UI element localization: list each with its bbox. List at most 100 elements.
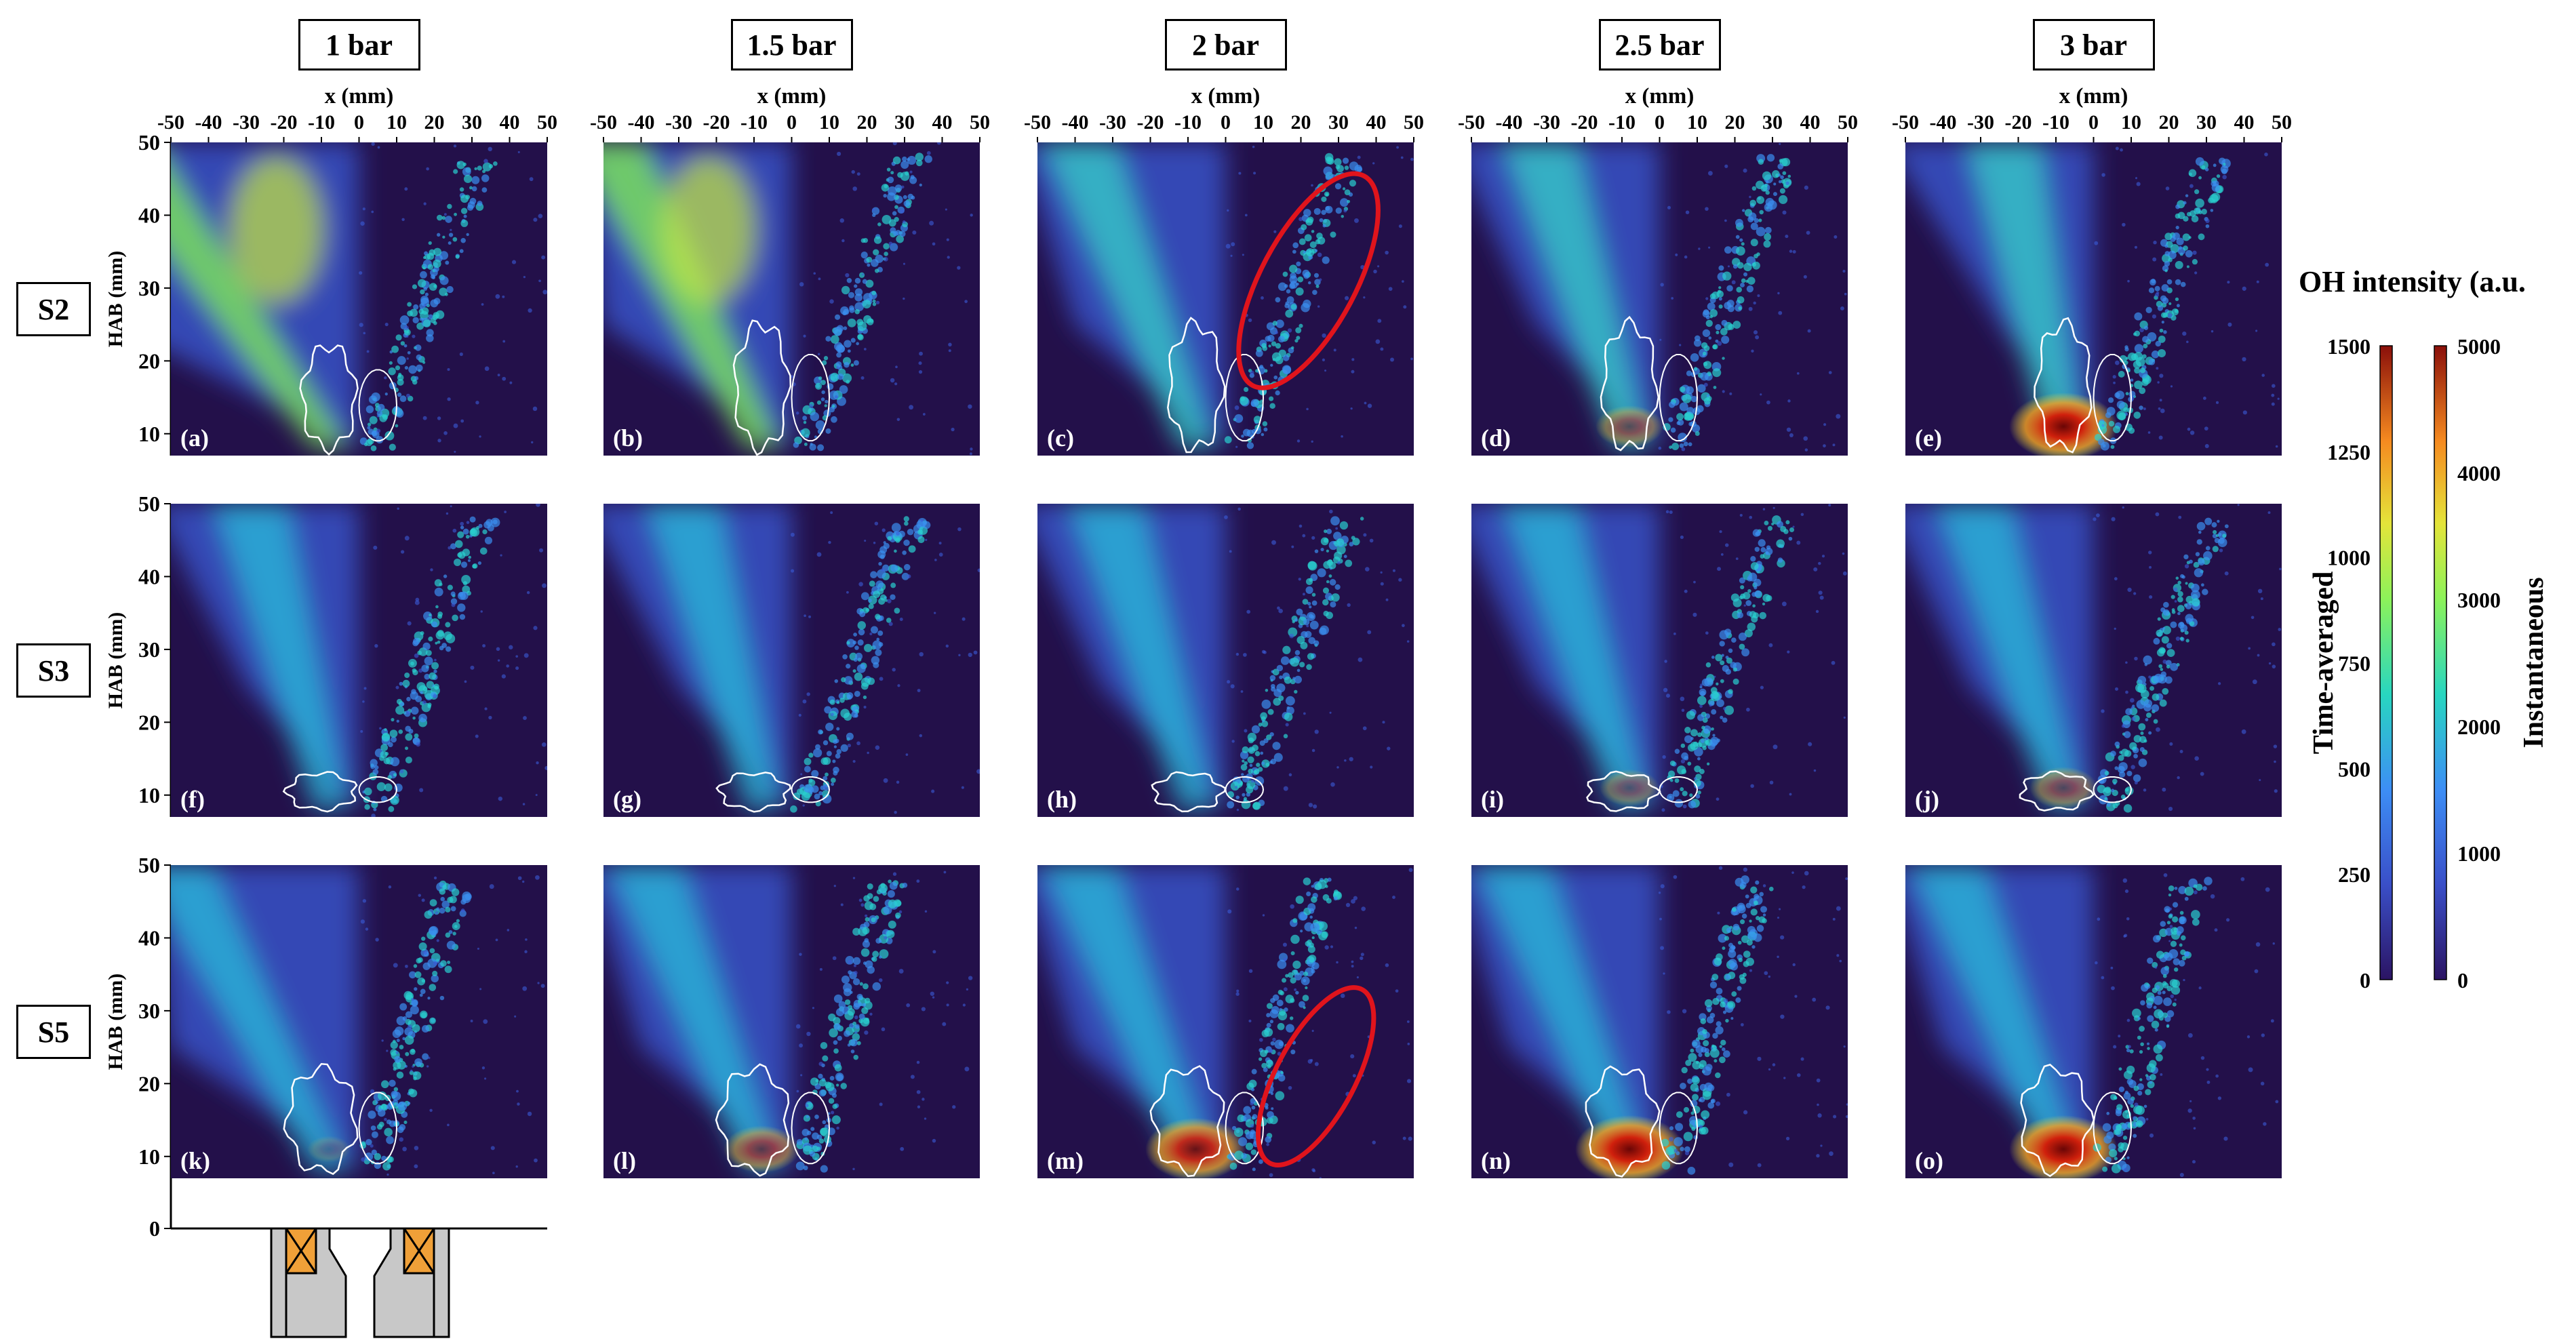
x-tick-label: -40 [195,111,222,134]
colorbar-tick-label: 500 [2338,757,2371,781]
x-tick-label: -10 [1608,111,1636,134]
oh-panel [171,865,547,1178]
hot-zone [1575,1115,1684,1178]
colorbar-tick-label: 5000 [2457,334,2501,359]
flame-contour [1149,1065,1225,1178]
flame-contour [1151,771,1227,813]
colorbar-tick-label: 1000 [2457,841,2501,866]
flame-contour [791,1092,831,1165]
instantaneous-field [1659,504,1847,812]
colorbar-tick-label: 3000 [2457,588,2501,612]
x-tick-label: 20 [1291,111,1311,134]
flame-contour [791,776,831,803]
x-tick-label: 0 [354,111,364,134]
colorbar [2434,345,2447,980]
time-averaged-field [171,504,359,810]
time-averaged-field [1905,504,2094,810]
panel-label: (m) [1047,1147,1084,1174]
oh-panel [603,142,980,456]
nozzle-schematic [270,1227,450,1338]
oh-panel [1905,142,2282,456]
flame-contour [1600,315,1660,452]
x-axis-label: x (mm) [325,84,394,108]
x-tick-label: 20 [1725,111,1745,134]
highlight-ellipse [1256,985,1376,1167]
highlight-ellipse [1236,171,1381,391]
panel-label: (f) [180,786,205,813]
x-tick-label: -10 [308,111,335,134]
flame-contour [1659,354,1699,442]
x-tick-label: 40 [1366,111,1387,134]
y-tick-label: 40 [138,203,160,227]
flame-contour [2093,776,2133,803]
x-tick-label: 40 [2234,111,2255,134]
flame-contour [1225,776,1265,803]
x-tick-label: -50 [1458,111,1485,134]
colorbar-tick-label: 0 [2457,968,2468,993]
oh-panel [1905,504,2282,817]
instantaneous-field [1658,866,1848,1175]
instantaneous-field [790,511,980,814]
time-averaged-field [1037,865,1226,1172]
hot-zone [724,1125,800,1173]
y-tick-label: 10 [138,783,160,807]
x-tick-label: 0 [1221,111,1231,134]
x-tick-label: 30 [894,111,915,134]
colorbar-tick-label: 1500 [2327,334,2371,359]
x-tick-label: -20 [271,111,298,134]
y-tick-label: 10 [138,422,160,446]
time-averaged-field [171,142,359,449]
panel-label: (g) [613,786,641,813]
flame-contour [1585,1065,1661,1178]
x-tick-label: 30 [462,111,482,134]
flame-contour [1225,1092,1265,1165]
x-tick-label: 30 [1762,111,1783,134]
column-header: 1.5 bar [730,19,853,71]
y-axis-label: HAB (mm) [104,974,127,1070]
panel-label: (j) [1915,786,1939,813]
x-tick-label: -40 [1930,111,1957,134]
y-tick-label: 50 [138,130,160,155]
panel-label: (l) [613,1147,636,1174]
x-tick-label: 20 [424,111,445,134]
x-tick-label: 10 [2121,111,2141,134]
colorbar-tick-label: 250 [2338,862,2371,887]
oh-panel [1471,865,1848,1178]
oh-panel [603,504,980,817]
time-averaged-field [603,504,792,810]
x-tick-label: -30 [665,111,692,134]
x-tick-label: -20 [1137,111,1164,134]
y-tick-label: 0 [149,1216,160,1241]
instantaneous-field [359,142,547,453]
x-axis-label: x (mm) [2059,84,2128,108]
colorbar-title: OH intensity (a.u. [2299,265,2526,298]
x-tick-label: -40 [1062,111,1089,134]
panel-label: (d) [1481,424,1511,452]
flame-contour [299,344,359,456]
instantaneous-field [1227,868,1413,1178]
instantaneous-field [795,870,973,1173]
flame-contour [358,776,398,803]
instantaneous-field [790,142,973,456]
oh-panel [171,504,547,817]
row-label: S5 [16,1005,91,1059]
colorbar-tick-label: 1000 [2327,546,2371,570]
x-tick-label: -30 [233,111,260,134]
x-tick-label: -10 [740,111,768,134]
instantaneous-field [1224,145,1414,449]
column-header: 2.5 bar [1598,19,1721,71]
oh-panel [1037,865,1414,1178]
x-tick-label: -30 [1967,111,1994,134]
x-tick-label: 40 [500,111,520,134]
hot-zone [307,1136,351,1163]
flame-contour [2093,354,2133,442]
time-averaged-field [1471,865,1660,1172]
colorbar-tick-label: 4000 [2457,461,2501,485]
flame-contour [1586,770,1661,812]
x-tick-label: -50 [590,111,617,134]
colorbar-tick-label: 2000 [2457,715,2501,739]
panel-label: (a) [180,424,209,452]
y-tick-label: 30 [138,999,160,1023]
x-tick-label: 50 [537,111,557,134]
colorbar-tick-label: 1250 [2327,440,2371,464]
